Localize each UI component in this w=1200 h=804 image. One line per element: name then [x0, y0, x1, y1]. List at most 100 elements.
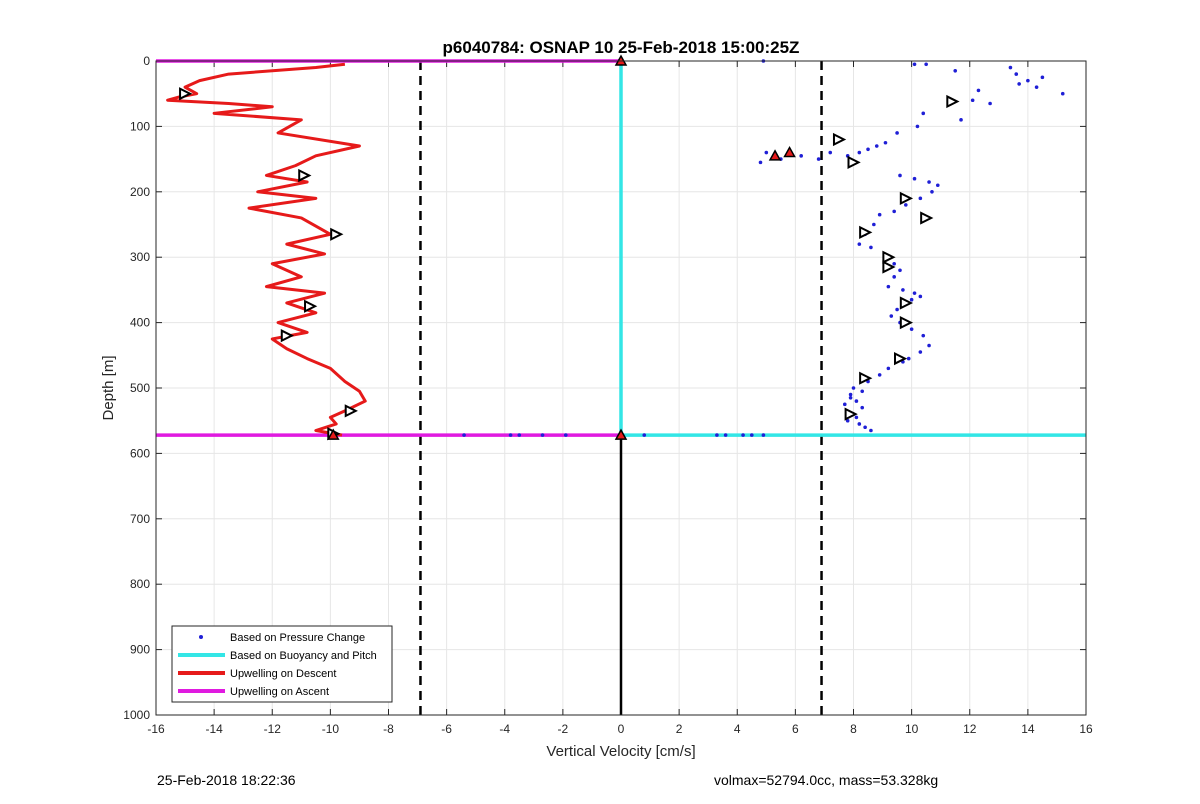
point-pressure-change: [886, 284, 891, 289]
point-pressure-change: [918, 294, 923, 299]
x-tick-label: 12: [963, 722, 977, 736]
point-pressure-change: [764, 150, 769, 155]
marker-open: [330, 227, 344, 241]
y-tick-label: 900: [130, 643, 150, 657]
point-pressure-change: [953, 69, 958, 73]
point-pressure-change: [959, 118, 963, 122]
marker-open: [304, 299, 318, 313]
point-pressure-change: [508, 433, 513, 437]
point-pressure-change: [877, 373, 882, 377]
x-tick-label: -2: [558, 722, 569, 736]
point-pressure-change: [895, 307, 899, 312]
point-pressure-change: [904, 203, 908, 207]
x-tick-label: -8: [383, 722, 394, 736]
point-pressure-change: [1034, 85, 1039, 89]
point-pressure-change: [857, 242, 862, 246]
x-tick-label: -12: [264, 722, 282, 736]
y-tick-label: 800: [130, 577, 150, 591]
point-pressure-change: [828, 150, 833, 155]
marker-open: [946, 94, 960, 109]
x-tick-label: -14: [205, 722, 223, 736]
point-pressure-change: [462, 433, 466, 437]
x-tick-label: 2: [676, 722, 683, 736]
point-pressure-change: [860, 389, 865, 394]
footer-volmax-mass: volmax=52794.0cc, mass=53.328kg: [714, 772, 939, 788]
marker-filled: [327, 428, 340, 440]
point-pressure-change: [741, 433, 745, 437]
point-pressure-change: [909, 297, 914, 302]
point-pressure-change: [912, 176, 917, 181]
x-tick-label: 4: [734, 722, 741, 736]
legend-label: Upwelling on Descent: [230, 668, 336, 680]
point-pressure-change: [918, 350, 923, 354]
point-pressure-change: [842, 402, 847, 407]
y-tick-label: 100: [130, 119, 150, 133]
marker-open: [832, 132, 847, 147]
legend-label: Based on Buoyancy and Pitch: [230, 650, 377, 662]
point-pressure-change: [895, 131, 899, 135]
point-pressure-change: [642, 433, 647, 437]
point-pressure-change: [935, 183, 940, 188]
point-pressure-change: [921, 333, 926, 338]
point-pressure-change: [1040, 75, 1045, 80]
x-tick-label: 16: [1079, 722, 1093, 736]
point-pressure-change: [898, 173, 902, 178]
legend-label: Upwelling on Ascent: [230, 686, 329, 698]
point-pressure-change: [851, 386, 856, 390]
point-pressure-change: [924, 62, 928, 67]
point-pressure-change: [988, 101, 992, 106]
y-tick-label: 300: [130, 250, 150, 264]
marker-filled: [614, 428, 628, 440]
marker-open: [882, 250, 896, 264]
axes-frame: [155, 60, 1087, 716]
point-pressure-change: [906, 356, 911, 361]
point-pressure-change: [909, 327, 914, 331]
point-pressure-change: [970, 98, 975, 103]
legend-dot: [199, 635, 203, 639]
footer-timestamp: 25-Feb-2018 18:22:36: [157, 772, 296, 788]
marker-open: [847, 155, 861, 169]
point-pressure-change: [1008, 65, 1013, 70]
point-pressure-change: [854, 399, 859, 403]
point-pressure-change: [886, 366, 891, 371]
marker-open: [894, 351, 908, 366]
point-pressure-change: [517, 433, 522, 437]
point-pressure-change: [930, 190, 934, 194]
point-pressure-change: [874, 144, 879, 148]
chart-title: p6040784: OSNAP 10 25-Feb-2018 15:00:25Z: [443, 38, 800, 57]
y-tick-label: 600: [130, 446, 150, 460]
x-tick-label: -6: [441, 722, 452, 736]
x-tick-label: 6: [792, 722, 799, 736]
x-tick-label: 8: [850, 722, 857, 736]
point-pressure-change: [540, 433, 545, 437]
marker-open: [280, 329, 295, 343]
x-tick-label: -4: [499, 722, 510, 736]
point-pressure-change: [758, 160, 763, 165]
point-pressure-change: [799, 154, 803, 158]
marker-open: [920, 211, 934, 225]
point-pressure-change: [1014, 72, 1019, 76]
point-pressure-change: [912, 62, 917, 67]
y-tick-label: 200: [130, 185, 150, 199]
marker-open: [899, 315, 914, 330]
point-pressure-change: [563, 433, 568, 437]
y-tick-label: 0: [143, 54, 150, 68]
marker-open: [859, 371, 873, 385]
point-pressure-change: [1060, 91, 1065, 96]
y-tick-label: 1000: [123, 708, 150, 722]
legend-label: Based on Pressure Change: [230, 632, 365, 644]
x-tick-label: 0: [618, 722, 625, 736]
point-pressure-change: [892, 275, 896, 279]
marker-open: [179, 87, 193, 101]
point-pressure-change: [912, 291, 917, 295]
point-pressure-change: [872, 222, 876, 227]
marker-filled: [783, 146, 796, 158]
y-tick-label: 700: [130, 512, 150, 526]
marker-open: [344, 404, 358, 418]
point-pressure-change: [869, 245, 873, 250]
marker-filled: [768, 149, 782, 161]
point-pressure-change: [883, 140, 888, 145]
ticks: -16 -14 -12 -10 -8 -6 -4 -2 0 2 4 6 8 10 12 14 16 0 100 200…: [123, 54, 1093, 736]
marker-open: [882, 260, 896, 274]
point-pressure-change: [857, 422, 862, 426]
